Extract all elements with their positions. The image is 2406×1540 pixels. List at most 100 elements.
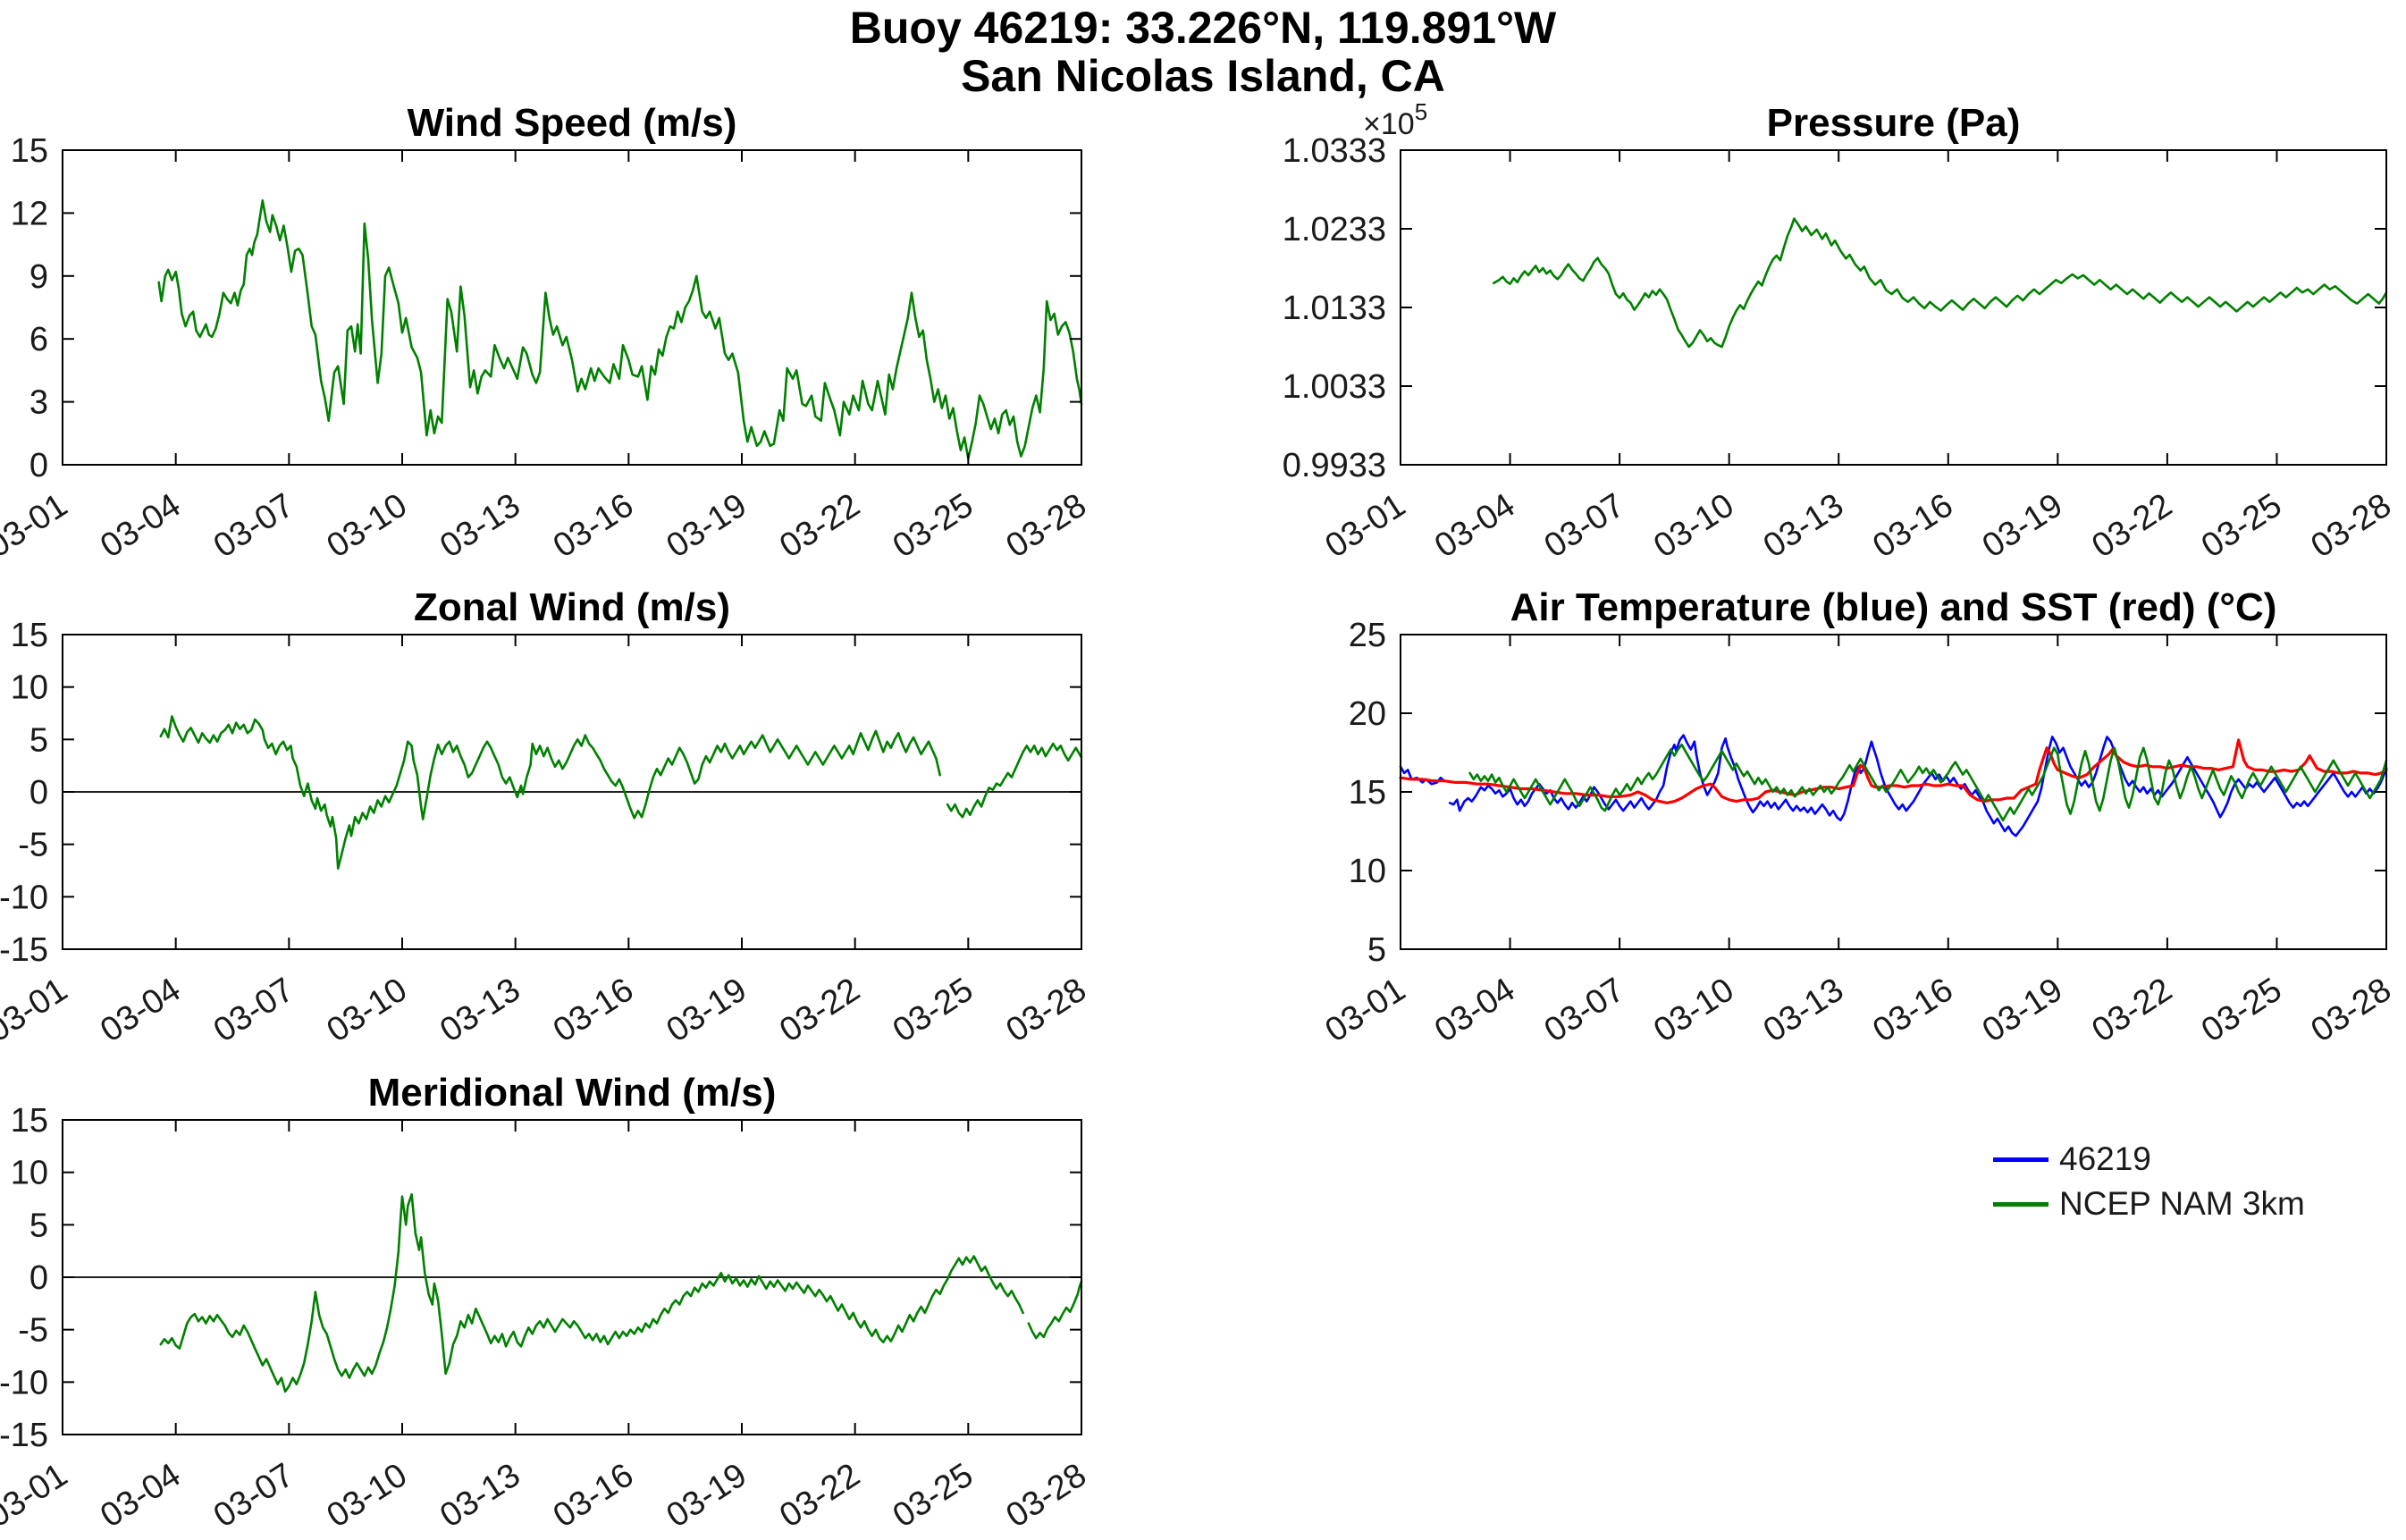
- y-tick-label: 1.0033: [1283, 368, 1386, 406]
- y-tick-label: 5: [29, 721, 48, 759]
- y-tick-label: -15: [0, 1417, 48, 1454]
- x-tick-label: 03-10: [321, 486, 414, 565]
- chart-title: Zonal Wind (m/s): [414, 585, 730, 629]
- y-tick-label: 10: [11, 1155, 48, 1192]
- legend-item-46219: 46219: [1993, 1137, 2305, 1182]
- x-tick-label: 03-10: [321, 971, 414, 1049]
- x-tick-label: 03-19: [660, 971, 753, 1049]
- x-tick-label: 03-01: [1319, 971, 1412, 1049]
- x-tick-label: 03-22: [773, 971, 866, 1049]
- x-tick-label: 03-10: [321, 1456, 414, 1535]
- x-tick-label: 03-10: [1647, 486, 1740, 565]
- legend-label: 46219: [2059, 1140, 2151, 1177]
- x-tick-label: 03-01: [0, 486, 74, 565]
- legend-label: NCEP NAM 3km: [2059, 1185, 2305, 1222]
- axes-box: [1400, 149, 2387, 466]
- y-tick-label: 12: [11, 195, 48, 232]
- x-tick-label: 03-22: [773, 486, 866, 565]
- air-temp-sst-chart: Air Temperature (blue) and SST (red) (°C…: [1319, 585, 2398, 1049]
- x-tick-label: 03-13: [433, 971, 526, 1049]
- y-tick-label: 0: [29, 774, 48, 812]
- x-tick-label: 03-22: [2085, 971, 2178, 1049]
- x-tick-label: 03-25: [887, 486, 980, 565]
- x-tick-label: 03-28: [1000, 486, 1093, 565]
- legend: 46219 NCEP NAM 3km: [1993, 1137, 2305, 1226]
- x-tick-label: 03-19: [660, 1456, 753, 1535]
- series-blue-line: [1448, 734, 2388, 837]
- x-tick-label: 03-04: [94, 486, 187, 565]
- x-tick-label: 03-16: [547, 486, 640, 565]
- x-tick-label: 03-16: [547, 971, 640, 1049]
- x-tick-label: 03-13: [433, 486, 526, 565]
- y-tick-label: -15: [0, 931, 48, 969]
- x-tick-label: 03-19: [660, 486, 753, 565]
- y-tick-label: 6: [29, 321, 48, 358]
- series-red-line: [1399, 738, 2388, 804]
- series-green-line: [1468, 743, 2388, 822]
- x-tick-label: 03-25: [2195, 486, 2288, 565]
- x-tick-label: 03-28: [1000, 971, 1093, 1049]
- wind-speed-chart: Wind Speed (m/s)03-01 03-04 03-07 03-10 03-1…: [0, 101, 1093, 565]
- legend-item-ncep-nam: NCEP NAM 3km: [1993, 1182, 2305, 1226]
- x-tick-label: 03-07: [207, 1456, 300, 1535]
- x-tick-label: 03-16: [1866, 971, 1959, 1049]
- x-tick-label: 03-01: [1319, 486, 1412, 565]
- y-tick-label: -10: [0, 879, 48, 916]
- series-green-line: [1492, 217, 2388, 349]
- series-green-line: [157, 199, 1083, 460]
- y-tick-label: 0: [29, 1259, 48, 1297]
- x-tick-label: 03-16: [547, 1456, 640, 1535]
- y-tick-label: 20: [1349, 695, 1386, 733]
- y-tick-label: -5: [18, 1312, 48, 1350]
- x-tick-label: 03-13: [433, 1456, 526, 1535]
- y-tick-label: 15: [11, 617, 48, 654]
- x-tick-label: 03-28: [1000, 1456, 1093, 1535]
- series-green-line: [159, 715, 941, 871]
- y-tick-label: 10: [1349, 853, 1386, 890]
- chart-title: Air Temperature (blue) and SST (red) (°C…: [1510, 585, 2277, 629]
- x-tick-label: 03-13: [1757, 486, 1850, 565]
- chart-title: Wind Speed (m/s): [408, 101, 737, 145]
- y-tick-label: 10: [11, 669, 48, 707]
- y-tick-label: 5: [1367, 931, 1386, 969]
- chart-title: Pressure (Pa): [1767, 101, 2021, 145]
- x-tick-label: 03-10: [1647, 971, 1740, 1049]
- y-tick-label: 15: [11, 1102, 48, 1140]
- figure-title-line1: Buoy 46219: 33.226°N, 119.891°W: [849, 3, 1557, 53]
- x-tick-label: 03-25: [2195, 971, 2288, 1049]
- y-tick-label: 3: [29, 384, 48, 422]
- series-green-line: [159, 1193, 1024, 1393]
- x-tick-label: 03-01: [0, 971, 74, 1049]
- y-tick-label: -10: [0, 1364, 48, 1401]
- figure-title: Buoy 46219: 33.226°N, 119.891°W San Nico…: [0, 4, 2406, 100]
- x-tick-label: 03-19: [1976, 486, 2069, 565]
- x-tick-label: 03-04: [94, 971, 187, 1049]
- y-tick-label: 0: [29, 447, 48, 484]
- series-green-line: [946, 742, 1083, 819]
- legend-line-blue-icon: [1993, 1157, 2048, 1162]
- y-tick-label: -5: [18, 827, 48, 864]
- x-tick-label: 03-04: [94, 1456, 187, 1535]
- x-tick-label: 03-04: [1428, 971, 1521, 1049]
- zonal-wind-chart: Zonal Wind (m/s)03-01 03-04 03-07 03-10 03-1…: [0, 585, 1093, 1049]
- y-tick-label: 1.0133: [1283, 290, 1386, 327]
- x-tick-label: 03-25: [887, 1456, 980, 1535]
- y-tick-label: 15: [11, 132, 48, 170]
- y-tick-label: 5: [29, 1207, 48, 1244]
- x-tick-label: 03-19: [1976, 971, 2069, 1049]
- x-tick-label: 03-04: [1428, 486, 1521, 565]
- x-tick-label: 03-28: [2305, 971, 2398, 1049]
- x-tick-label: 03-07: [1538, 486, 1631, 565]
- y-tick-label: 9: [29, 258, 48, 296]
- x-tick-label: 03-07: [207, 971, 300, 1049]
- chart-title: Meridional Wind (m/s): [368, 1071, 777, 1115]
- x-tick-label: 03-22: [2085, 486, 2178, 565]
- x-tick-label: 03-28: [2305, 486, 2398, 565]
- x-tick-label: 03-22: [773, 1456, 866, 1535]
- meridional-wind-chart: Meridional Wind (m/s) 03-01 03-04 03-07 03-1…: [0, 1071, 1093, 1535]
- y-tick-label: 1.0333: [1283, 132, 1386, 170]
- axes-box: [62, 149, 1082, 466]
- y-tick-label: 15: [1349, 774, 1386, 812]
- x-tick-label: 03-01: [0, 1456, 74, 1535]
- x-tick-label: 03-25: [887, 971, 980, 1049]
